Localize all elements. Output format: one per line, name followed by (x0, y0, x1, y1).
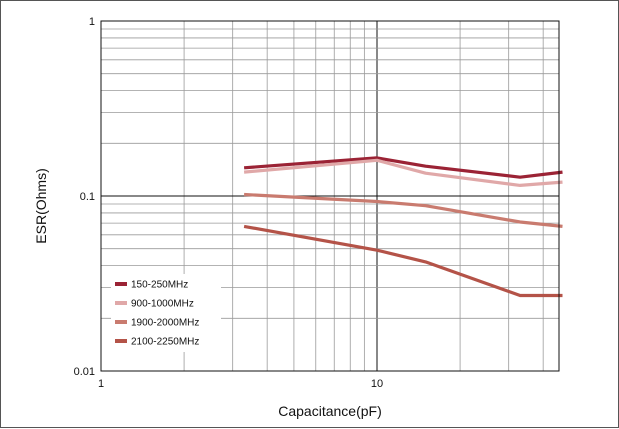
legend-background (111, 274, 221, 352)
y-tick-label: 1 (89, 16, 95, 28)
legend: 150-250MHz 900-1000MHz 1900-2000MHz 2100-22… (111, 274, 221, 352)
legend-label: 900-1000MHz (131, 299, 194, 310)
series-line-4 (243, 224, 563, 298)
x-axis-title: Capacitance(pF) (278, 403, 382, 419)
grid (100, 21, 559, 372)
y-axis-title: ESR(Ohms) (33, 168, 49, 243)
x-tick-label: 1 (98, 378, 104, 390)
tick-labels: 1 10 0.01 0.1 1 (74, 16, 384, 390)
series-lines (243, 156, 563, 298)
y-tick-label: 0.1 (80, 191, 95, 203)
legend-label: 2100-2250MHz (131, 337, 199, 348)
series-line-1 (243, 156, 563, 179)
y-tick-label: 0.01 (74, 366, 95, 378)
x-tick-label: 10 (371, 378, 383, 390)
series-line-2 (243, 158, 563, 187)
legend-label: 150-250MHz (131, 280, 188, 291)
legend-label: 1900-2000MHz (131, 318, 199, 329)
series-line-3 (244, 192, 563, 228)
plot-border (100, 20, 560, 372)
